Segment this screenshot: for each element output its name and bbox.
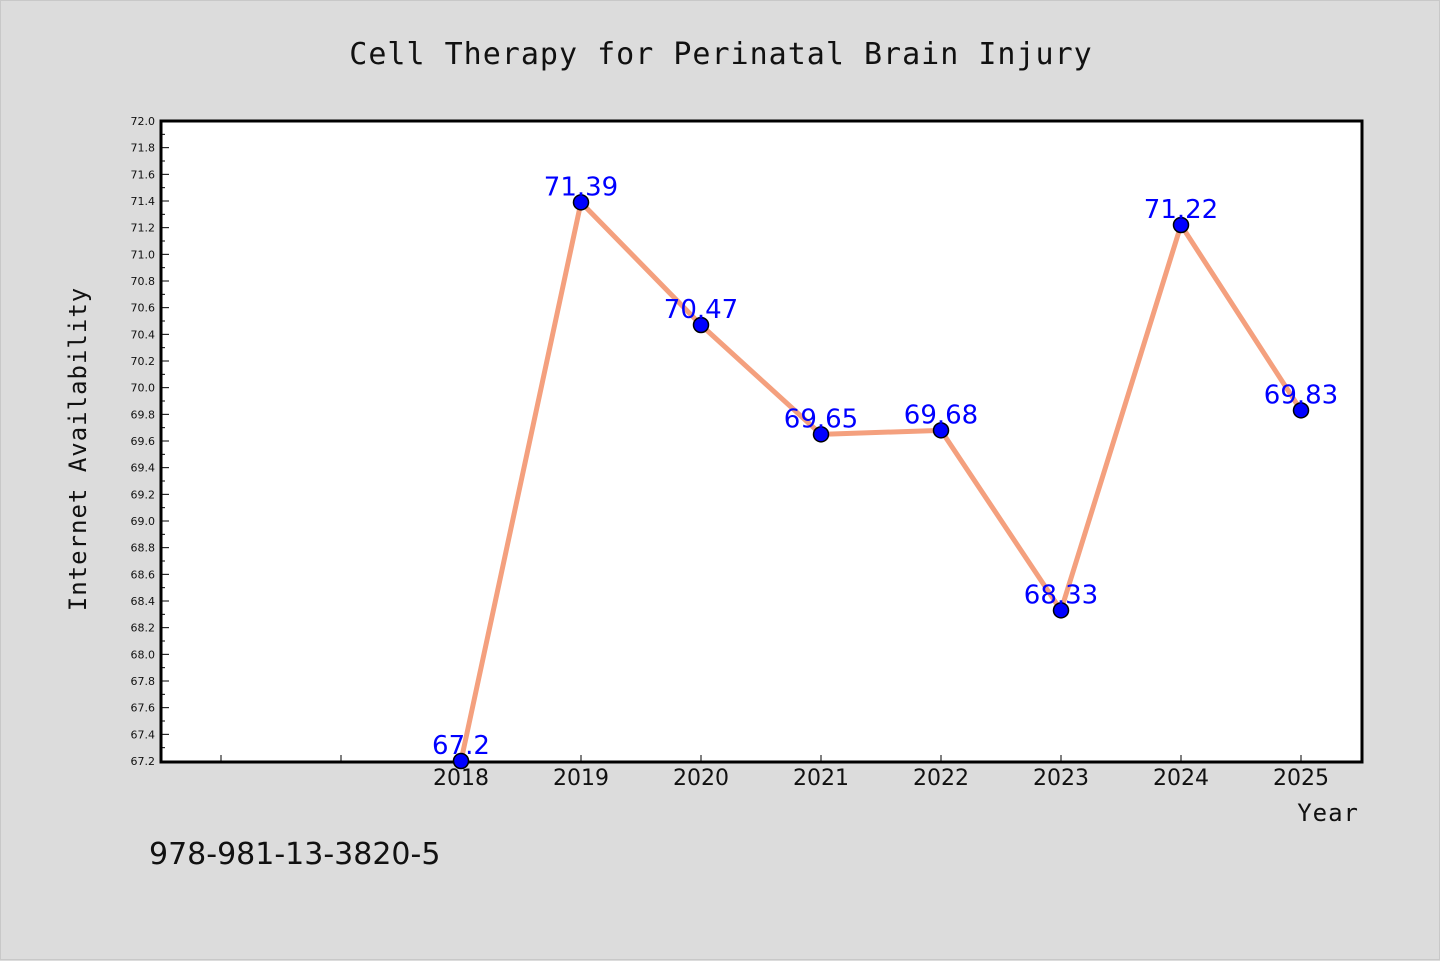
data-label: 70.47 xyxy=(664,295,738,325)
y-tick-label: 69.4 xyxy=(131,462,156,475)
y-tick-label: 67.4 xyxy=(131,728,156,741)
y-tick-label: 67.2 xyxy=(131,755,156,768)
x-axis-label: Year xyxy=(1297,799,1359,827)
y-axis-label: Internet Availability xyxy=(64,287,92,611)
y-tick-label: 70.0 xyxy=(131,382,156,395)
x-tick-label: 2019 xyxy=(553,766,609,791)
data-point xyxy=(572,194,590,211)
x-tick-label: 2024 xyxy=(1153,766,1209,791)
x-tick-label: 2023 xyxy=(1033,766,1089,791)
data-label: 69.65 xyxy=(784,404,858,434)
y-tick-label: 72.0 xyxy=(131,115,156,128)
x-tick-label: 2018 xyxy=(433,766,489,791)
data-point xyxy=(812,426,830,443)
data-point xyxy=(452,752,470,770)
data-label: 68.33 xyxy=(1024,580,1098,610)
x-tick-label: 2020 xyxy=(673,766,729,791)
y-tick-label: 68.2 xyxy=(131,622,156,635)
markers-group xyxy=(452,194,1310,770)
y-tick-label: 69.8 xyxy=(131,408,156,421)
y-tick-label: 71.4 xyxy=(131,195,156,208)
y-tick-label: 68.6 xyxy=(131,568,156,581)
isbn-annotation: 978-981-13-3820-5 xyxy=(149,837,440,872)
y-tick-label: 68.4 xyxy=(131,595,156,608)
y-axis: 67.2 67.4 67.6 67.8 68.0 68.2 68.4 68.6 68.8 69.0… xyxy=(131,115,169,768)
y-tick-label: 69.6 xyxy=(131,435,156,448)
series-line-group xyxy=(458,199,1304,762)
y-tick-label: 68.8 xyxy=(131,542,156,555)
y-tick-label: 69.2 xyxy=(131,488,156,501)
series-line xyxy=(458,199,1304,762)
y-tick-label: 71.6 xyxy=(131,168,156,181)
y-tick-label: 71.0 xyxy=(131,248,156,261)
y-tick-label: 69.0 xyxy=(131,515,156,528)
data-point xyxy=(1052,602,1070,619)
data-point xyxy=(692,316,710,334)
data-point xyxy=(932,422,950,439)
plot-area xyxy=(159,119,1364,764)
data-labels-group: 67.2 71.39 70.47 69.65 69.68 68.33 71.22 69.83 xyxy=(432,172,1338,761)
y-tick-label: 70.4 xyxy=(131,328,156,341)
x-tick-label: 2022 xyxy=(913,766,969,791)
data-label: 69.68 xyxy=(904,400,978,430)
y-tick-label: 67.6 xyxy=(131,702,156,715)
y-tick-label: 71.8 xyxy=(131,142,156,155)
data-label: 71.22 xyxy=(1144,195,1218,225)
x-tick-label: 2025 xyxy=(1273,766,1329,791)
y-tick-label: 67.8 xyxy=(131,675,156,688)
x-axis: 2018 2019 2020 2021 2022 2023 2024 2025 xyxy=(220,755,1329,791)
data-label: 67.2 xyxy=(432,731,490,761)
y-tick-label: 70.2 xyxy=(131,355,156,368)
y-tick-label: 68.0 xyxy=(131,648,156,661)
data-label: 71.39 xyxy=(544,172,618,202)
data-point xyxy=(1292,402,1310,419)
data-label: 69.83 xyxy=(1264,380,1338,410)
data-point xyxy=(1172,216,1190,234)
y-tick-label: 71.2 xyxy=(131,222,156,235)
chart-title: Cell Therapy for Perinatal Brain Injury xyxy=(349,37,1092,72)
x-tick-label: 2021 xyxy=(793,766,849,791)
y-tick-label: 70.6 xyxy=(131,302,156,315)
y-tick-label: 70.8 xyxy=(131,275,156,288)
